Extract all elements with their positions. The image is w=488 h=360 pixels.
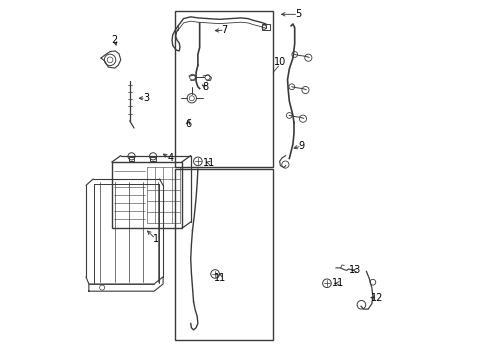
Bar (112, 162, 182, 228)
Text: 11: 11 (214, 273, 226, 283)
Text: 4: 4 (167, 153, 173, 163)
Text: 13: 13 (348, 265, 360, 275)
Text: 11: 11 (203, 158, 215, 168)
Text: 11: 11 (331, 278, 343, 288)
Text: 8: 8 (202, 82, 208, 92)
Text: 3: 3 (142, 93, 149, 103)
Bar (174, 12, 273, 167)
Text: 12: 12 (370, 293, 383, 303)
Bar (150, 157, 156, 161)
Text: 1: 1 (152, 234, 158, 244)
Bar (261, 24, 270, 30)
Text: 7: 7 (221, 25, 227, 35)
Text: 5: 5 (295, 9, 301, 19)
Text: 9: 9 (298, 141, 305, 151)
Text: 2: 2 (111, 35, 118, 45)
Text: 6: 6 (185, 119, 191, 129)
Bar (128, 157, 134, 161)
Text: 10: 10 (274, 57, 286, 67)
Bar (174, 169, 273, 339)
